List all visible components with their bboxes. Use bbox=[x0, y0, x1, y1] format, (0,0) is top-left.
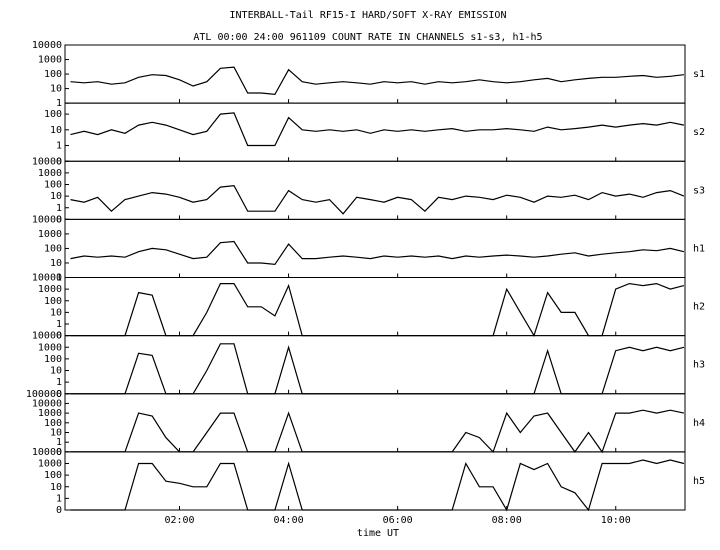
panel-frame bbox=[64, 277, 686, 337]
y-tick-label: 10000 bbox=[32, 40, 62, 51]
panel-frame bbox=[64, 335, 686, 395]
y-tick-label: 0 bbox=[56, 389, 62, 400]
y-tick-label: 10 bbox=[50, 307, 62, 318]
series-name: h5 bbox=[693, 476, 705, 487]
series-name: s1 bbox=[693, 69, 705, 80]
y-tick-label: 1 bbox=[56, 98, 62, 109]
y-tick-label: 1000 bbox=[38, 459, 62, 470]
y-tick-label: 10000 bbox=[32, 398, 62, 409]
series-line bbox=[70, 282, 685, 338]
y-tick-label: 0 bbox=[56, 331, 62, 342]
y-tick-label: 10000 bbox=[32, 447, 62, 458]
y-tick-label: 1000 bbox=[38, 229, 62, 240]
series-line bbox=[70, 459, 685, 512]
y-tick-label: 100 bbox=[44, 418, 62, 429]
y-tick-label: 1 bbox=[56, 437, 62, 448]
y-tick-label: 0 bbox=[56, 214, 62, 225]
panel-frame bbox=[64, 451, 686, 511]
y-tick-label: 10 bbox=[50, 191, 62, 202]
y-tick-label: 1000 bbox=[38, 284, 62, 295]
series-line bbox=[70, 66, 684, 96]
series-line bbox=[70, 112, 685, 147]
series-line bbox=[70, 409, 685, 454]
series-name: h2 bbox=[693, 302, 705, 313]
y-tick-label: 10 bbox=[50, 366, 62, 377]
series-name: s3 bbox=[693, 185, 705, 196]
y-tick-label: 0 bbox=[56, 447, 62, 458]
y-tick-label: 10000 bbox=[32, 331, 62, 342]
chart-title: INTERBALL-Tail RF15-I HARD/SOFT X-RAY EM… bbox=[230, 10, 507, 21]
y-tick-label: 100000 bbox=[26, 389, 62, 400]
series-line bbox=[70, 240, 685, 266]
y-tick-label: 10 bbox=[50, 84, 62, 95]
y-tick-label: 10 bbox=[50, 482, 62, 493]
y-tick-label: 1000 bbox=[38, 408, 62, 419]
y-tick-label: 10000 bbox=[32, 273, 62, 284]
x-tick-label: 02:00 bbox=[164, 515, 194, 526]
y-tick-label: 1 bbox=[56, 203, 62, 214]
series-line bbox=[70, 343, 685, 395]
x-tick-label: 04:00 bbox=[274, 515, 304, 526]
y-tick-label: 10 bbox=[50, 125, 62, 136]
y-tick-label: 10 bbox=[50, 258, 62, 269]
series-name: h3 bbox=[693, 360, 705, 371]
series-line bbox=[70, 184, 685, 215]
series-name: s2 bbox=[693, 127, 705, 138]
x-axis-label: time UT bbox=[357, 528, 399, 539]
y-tick-label: 100 bbox=[44, 180, 62, 191]
y-tick-label: 100 bbox=[44, 296, 62, 307]
y-tick-label: 1 bbox=[56, 493, 62, 504]
y-tick-label: 100 bbox=[44, 243, 62, 254]
x-tick-label: 06:00 bbox=[383, 515, 413, 526]
y-tick-label: 100 bbox=[44, 470, 62, 481]
y-tick-label: 1 bbox=[56, 319, 62, 330]
y-tick-label: 1000 bbox=[38, 168, 62, 179]
y-tick-label: 10000 bbox=[32, 214, 62, 225]
x-tick-label: 10:00 bbox=[601, 515, 631, 526]
y-tick-label: 100 bbox=[44, 109, 62, 120]
y-tick-label: 100 bbox=[44, 69, 62, 80]
y-tick-label: 1000 bbox=[38, 55, 62, 66]
panel-frame bbox=[64, 44, 686, 104]
y-tick-label: 0 bbox=[56, 505, 62, 516]
series-name: h4 bbox=[693, 418, 705, 429]
panel-frame bbox=[64, 393, 686, 453]
y-tick-label: 10 bbox=[50, 428, 62, 439]
y-tick-label: 1 bbox=[56, 377, 62, 388]
y-tick-label: 1 bbox=[56, 273, 62, 284]
series-name: h1 bbox=[693, 243, 705, 254]
y-tick-label: 10000 bbox=[32, 156, 62, 167]
y-tick-label: 0 bbox=[56, 156, 62, 167]
y-tick-label: 1 bbox=[56, 141, 62, 152]
panel-frame bbox=[64, 160, 686, 220]
y-tick-label: 100 bbox=[44, 354, 62, 365]
chart-subtitle: ATL 00:00 24:00 961109 COUNT RATE IN CHA… bbox=[193, 32, 542, 43]
x-tick-label: 08:00 bbox=[492, 515, 522, 526]
y-tick-label: 1000 bbox=[38, 342, 62, 353]
